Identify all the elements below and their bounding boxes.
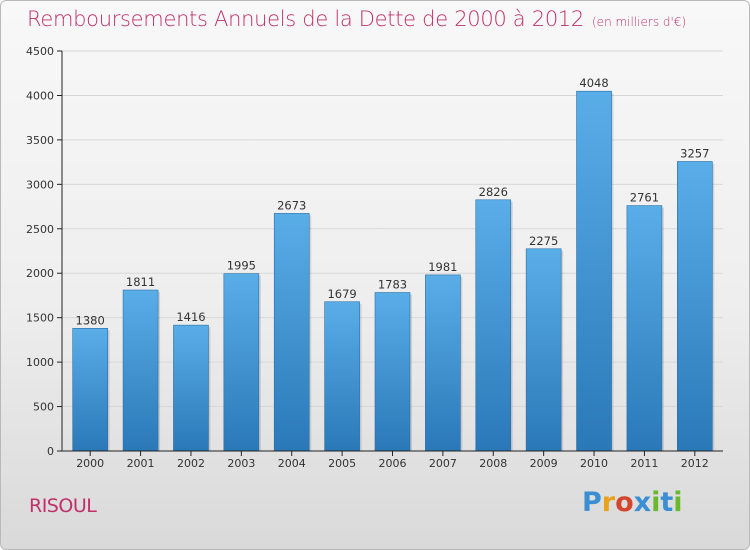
bar [324,301,360,452]
x-tick-label: 2000 [76,457,104,470]
x-tick-label: 2005 [328,457,356,470]
y-tick-label: 2500 [26,223,54,236]
bar-value-label: 1380 [76,313,105,327]
y-tick-label: 500 [33,401,54,414]
y-tick-label: 0 [47,445,54,458]
bar [374,292,411,452]
bar-value-label: 3257 [680,146,709,160]
logo-letter: i [673,487,683,518]
chart-title-block: Remboursements Annuels de la Dette de 20… [27,7,686,31]
x-tick-label: 2011 [630,457,658,470]
x-tick-label: 2002 [177,457,205,470]
bar-value-label: 1811 [126,275,155,289]
bar-value-label: 1981 [428,260,457,274]
bar-value-label: 2826 [479,185,508,199]
y-tick-label: 2000 [26,267,54,280]
y-tick-label: 3500 [26,134,54,147]
x-tick-label: 2006 [379,457,407,470]
bar-value-label: 2275 [529,234,558,248]
axes [57,50,723,456]
logo-letter: r [601,487,616,518]
y-tick-label: 4000 [26,89,54,102]
x-tick-label: 2007 [429,457,457,470]
x-tick-label: 2010 [580,457,608,470]
y-tick-label: 4500 [26,45,54,58]
bar [525,248,562,452]
y-tick-label: 1000 [26,356,54,369]
labels: 0 500 1000 1500 2000 2500 3000 3500 4000 4500 1380… [26,45,709,470]
logo-letter: o [615,487,634,518]
chart-subtitle: (en milliers d'€) [592,15,687,29]
x-tick-label: 2008 [479,457,507,470]
x-tick-label: 2012 [681,457,709,470]
bar-value-label: 1416 [176,310,205,324]
bar [475,199,512,452]
y-tick-label: 1500 [26,312,54,325]
bar [72,328,108,452]
bar [425,274,461,452]
x-tick-label: 2001 [127,457,155,470]
bar-value-label: 1995 [227,259,256,273]
x-tick-label: 2003 [227,457,255,470]
bar [677,161,713,452]
logo-letter: i [651,487,661,518]
bar-value-label: 2673 [277,198,306,212]
bar [122,289,159,452]
x-tick-label: 2004 [278,457,306,470]
bar-value-label: 4048 [579,76,608,90]
logo-letter: t [660,487,674,518]
bar [273,213,310,452]
bars [72,90,715,452]
bar [173,324,209,452]
logo-letter: x [633,487,652,518]
bar [626,205,663,452]
bar-value-label: 2761 [630,191,659,205]
proxiti-logo[interactable]: Proxiti [582,487,683,518]
y-tick-label: 3000 [26,178,54,191]
bar [223,273,260,452]
bar-value-label: 1679 [327,287,356,301]
logo-letter: P [582,487,602,518]
commune-name: RISOUL [29,495,97,517]
bar [576,90,612,452]
bar-value-label: 1783 [378,278,407,292]
x-tick-label: 2009 [530,457,558,470]
chart-title: Remboursements Annuels de la Dette de 20… [27,7,584,31]
